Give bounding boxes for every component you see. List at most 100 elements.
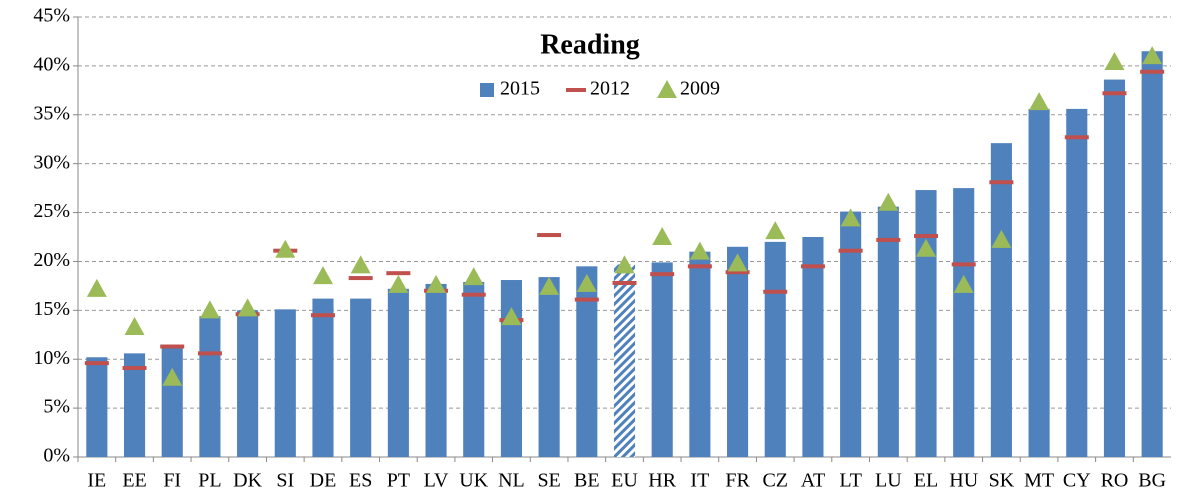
triangle-marker [388, 274, 409, 293]
bar [1066, 108, 1088, 458]
x-tick-label: PT [387, 470, 410, 492]
y-tick-label: 5% [43, 396, 70, 418]
triangle-marker [991, 229, 1012, 248]
triangle-marker [199, 300, 220, 319]
dash-marker [725, 270, 750, 275]
dash-marker [612, 280, 637, 285]
x-tick-label: PL [198, 470, 221, 492]
bar [990, 143, 1012, 457]
triangle-marker [953, 274, 974, 293]
triangle-marker [275, 239, 296, 258]
x-tick-label: UK [459, 470, 488, 492]
dash-marker [876, 237, 901, 242]
dash-marker [197, 351, 222, 356]
bar [613, 264, 636, 457]
triangle-marker [652, 227, 673, 245]
triangle-marker [463, 267, 484, 286]
dash-marker [914, 234, 939, 239]
x-tick-label: SK [989, 470, 1015, 492]
x-tick-label: EU [611, 470, 638, 492]
x-tick-label: BE [574, 470, 600, 492]
triangle-marker [765, 221, 786, 240]
dash-marker [574, 297, 599, 302]
dash-marker [763, 289, 788, 294]
x-tick-label: LU [875, 470, 902, 492]
dash-marker [1140, 69, 1165, 74]
legend-label: 2009 [680, 78, 720, 100]
triangle-marker [162, 367, 183, 386]
dash-marker [687, 264, 712, 269]
x-tick-label: FR [725, 470, 750, 492]
bar [689, 251, 711, 457]
dash-marker [951, 262, 976, 267]
bar [877, 206, 899, 457]
x-tick-label: RO [1101, 470, 1129, 492]
x-tick-label: CZ [762, 470, 788, 492]
triangle-marker [86, 278, 107, 297]
triangle-marker [350, 255, 371, 274]
dash-marker [650, 272, 675, 277]
bar [576, 266, 598, 457]
bar [953, 188, 975, 457]
bar [915, 190, 937, 458]
triangle-marker [1142, 46, 1163, 65]
triangle-marker [727, 253, 748, 272]
dash-marker [310, 313, 335, 318]
dash-marker [537, 233, 562, 238]
legend-label: 2012 [590, 78, 630, 100]
bar [764, 241, 786, 457]
y-tick-label: 35% [33, 102, 70, 124]
triangle-marker [1104, 51, 1125, 70]
dash-marker [461, 292, 486, 297]
y-tick-label: 10% [33, 347, 70, 369]
triangle-marker [614, 255, 635, 274]
bar [274, 309, 296, 457]
x-tick-label: HR [648, 470, 676, 492]
y-tick-label: 25% [33, 200, 70, 222]
x-tick-label: NL [498, 470, 525, 492]
bar [651, 262, 673, 457]
bar [86, 357, 108, 457]
x-tick-label: DK [233, 470, 262, 492]
chart-title: Reading [540, 29, 640, 60]
bar [463, 281, 485, 457]
x-tick-label: ES [349, 470, 372, 492]
x-tick-label: SE [537, 470, 560, 492]
x-tick-label: CY [1063, 470, 1091, 492]
triangle-marker [501, 307, 522, 326]
dash-marker [84, 361, 109, 366]
dash-marker [386, 271, 411, 276]
x-tick-label: EL [914, 470, 938, 492]
dash-marker [160, 344, 185, 349]
y-tick-label: 15% [33, 298, 70, 320]
bar [1141, 51, 1163, 457]
bar [312, 298, 334, 457]
y-tick-label: 20% [33, 249, 70, 271]
triangle-marker [539, 276, 560, 295]
triangle-marker [1029, 92, 1050, 111]
dash-marker [348, 276, 373, 281]
bar [350, 298, 372, 457]
x-tick-label: DE [310, 470, 337, 492]
bar [802, 237, 824, 457]
x-tick-label: FI [163, 470, 181, 492]
bar [237, 310, 259, 457]
triangle-marker [124, 316, 145, 335]
dash-marker [800, 264, 825, 269]
x-tick-label: AT [801, 470, 825, 492]
dash-marker [1064, 135, 1089, 140]
dash-marker [838, 248, 863, 253]
legend-swatch [657, 80, 677, 98]
bar [387, 288, 409, 457]
y-tick-label: 45% [33, 5, 70, 27]
triangle-marker [878, 192, 899, 211]
x-tick-label: EE [122, 470, 146, 492]
bar [538, 277, 560, 457]
triangle-marker [576, 273, 597, 292]
y-tick-label: 30% [33, 151, 70, 173]
legend-label: 2015 [500, 78, 540, 100]
x-tick-label: IT [690, 470, 709, 492]
dash-marker [989, 180, 1014, 185]
